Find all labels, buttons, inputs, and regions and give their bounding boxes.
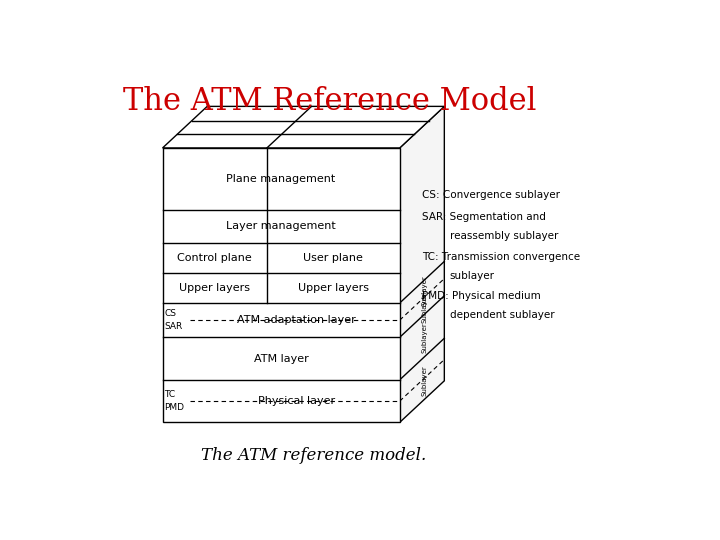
Text: User plane: User plane	[303, 253, 363, 263]
Text: TC: TC	[164, 390, 176, 399]
Text: dependent sublayer: dependent sublayer	[450, 310, 554, 320]
Text: CS: CS	[164, 309, 176, 318]
Text: Physical layer: Physical layer	[258, 396, 335, 406]
Text: sublayer: sublayer	[450, 271, 495, 281]
Text: SAR: SAR	[164, 322, 182, 331]
Text: reassembly sublayer: reassembly sublayer	[450, 231, 558, 241]
Text: Sublayer: Sublayer	[422, 322, 428, 353]
Text: ATM adaptation layer: ATM adaptation layer	[237, 315, 356, 325]
Text: Control plane: Control plane	[177, 253, 252, 263]
Text: The ATM Reference Model: The ATM Reference Model	[123, 85, 536, 117]
Text: Sublayer: Sublayer	[422, 275, 428, 306]
Polygon shape	[163, 148, 400, 422]
Polygon shape	[163, 106, 444, 148]
Text: Upper layers: Upper layers	[179, 283, 251, 293]
Text: Sublayer: Sublayer	[422, 293, 428, 323]
Text: Sublayer: Sublayer	[422, 365, 428, 396]
Text: PMD: Physical medium: PMD: Physical medium	[422, 292, 541, 301]
Text: PMD: PMD	[164, 403, 184, 412]
Text: ATM layer: ATM layer	[253, 354, 308, 363]
Text: TC: Transmission convergence: TC: Transmission convergence	[422, 252, 580, 262]
Text: Upper layers: Upper layers	[298, 283, 369, 293]
Polygon shape	[400, 106, 444, 422]
Text: Layer management: Layer management	[226, 221, 336, 231]
Text: CS: Convergence sublayer: CS: Convergence sublayer	[422, 190, 560, 200]
Text: SAR: Segmentation and: SAR: Segmentation and	[422, 212, 546, 222]
Text: Plane management: Plane management	[227, 174, 336, 184]
Text: The ATM reference model.: The ATM reference model.	[201, 447, 426, 464]
